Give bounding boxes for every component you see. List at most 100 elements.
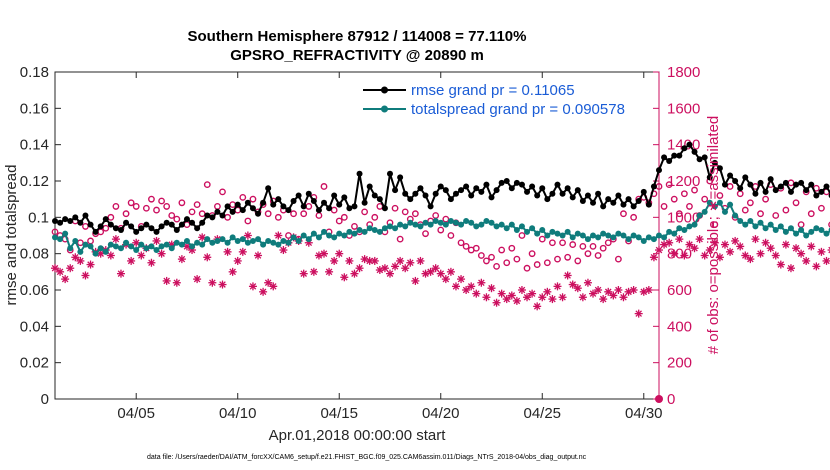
possible-point [401,208,409,216]
rmse-point [371,192,378,199]
assimilated-point [355,264,364,273]
rmse-point [183,216,190,223]
totalspread-point [366,225,373,232]
x-tick-label: 04/05 [117,405,155,422]
rmse-point [346,205,353,212]
right-tick-label: 1200 [667,173,700,190]
totalspread-point [635,234,642,241]
rmse-point [62,216,69,223]
assimilated-point [558,293,567,302]
totalspread-point [711,203,718,210]
totalspread-point [112,243,119,250]
rmse-point [493,187,500,194]
totalspread-point [661,234,668,241]
rmse-point [813,192,820,199]
rmse-point [727,172,734,179]
possible-point [396,235,404,243]
totalspread-point [356,227,363,234]
assimilated-point [350,269,359,278]
right-tick-label: 1000 [667,209,700,226]
rmse-point [787,188,794,195]
rmse-point [777,183,784,190]
totalspread-point [280,237,287,244]
possible-point [472,244,480,252]
rmse-point [204,212,211,219]
possible-point [391,204,399,212]
totalspread-point [336,230,343,237]
totalspread-point [640,237,647,244]
rmse-point [732,178,739,184]
assimilated-point [710,238,719,247]
rmse-point [640,188,647,195]
totalspread-point [77,248,84,255]
totalspread-point [158,243,165,250]
rmse-point [52,217,58,224]
assimilated-point [589,289,598,298]
totalspread-point [524,228,531,235]
totalspread-point [534,230,541,237]
rmse-point [447,196,454,203]
totalspread-point [549,228,556,235]
totalspread-point [498,221,505,228]
rmse-point [757,179,764,186]
chart-title-line2: GPSRO_REFRACTIVITY @ 20890 m [230,47,484,64]
rmse-point [300,203,307,210]
possible-point [335,217,343,225]
possible-point [746,199,754,207]
totalspread-point [52,234,58,241]
rmse-point [133,228,140,235]
rmse-point [798,179,805,186]
totalspread-point [554,230,561,237]
totalspread-point [468,219,475,226]
totalspread-point [442,221,449,228]
right-tick-label: 1800 [667,64,700,81]
rmse-point [706,174,713,181]
totalspread-point [676,225,683,232]
rmse-point [219,212,226,219]
rmse-point [584,192,591,199]
rmse-point [168,221,175,228]
rmse-point [610,199,617,206]
rmse-point [463,183,470,190]
rmse-point [214,208,221,215]
rmse-point [280,203,287,210]
assimilated-point [507,291,516,300]
assimilated-point [441,275,450,284]
totalspread-point [351,230,358,237]
rmse-point [173,227,180,234]
rmse-point [402,190,409,197]
assimilated-point [457,275,466,284]
assimilated-point [193,275,202,284]
totalspread-point [813,225,820,232]
assimilated-point [705,246,714,255]
rmse-point [823,183,830,190]
rmse-point [138,225,145,232]
rmse-point [782,179,789,186]
assimilated-point [807,242,816,251]
totalspread-point [270,239,277,246]
totalspread-point [686,223,693,230]
rmse-point [234,201,241,208]
assimilated-point [644,286,653,294]
possible-point [493,262,500,270]
possible-point [503,259,511,267]
totalspread-point [417,223,424,230]
rmse-point [265,185,272,192]
rmse-point [554,181,561,188]
assimilated-point [731,236,740,245]
rmse-point [716,165,723,172]
rmse-point [569,194,576,201]
assimilated-point [370,256,379,265]
totalspread-point [148,243,155,250]
possible-point [807,210,815,218]
totalspread-point [437,219,444,226]
possible-point [249,195,257,203]
totalspread-point [381,225,388,232]
assimilated-point [797,249,806,258]
possible-point [274,213,282,221]
right-tick-label: 0 [667,391,675,408]
totalspread-point [645,234,652,241]
right-tick-label: 800 [667,246,692,263]
totalspread-point [508,221,515,228]
totalspread-point [133,247,140,254]
